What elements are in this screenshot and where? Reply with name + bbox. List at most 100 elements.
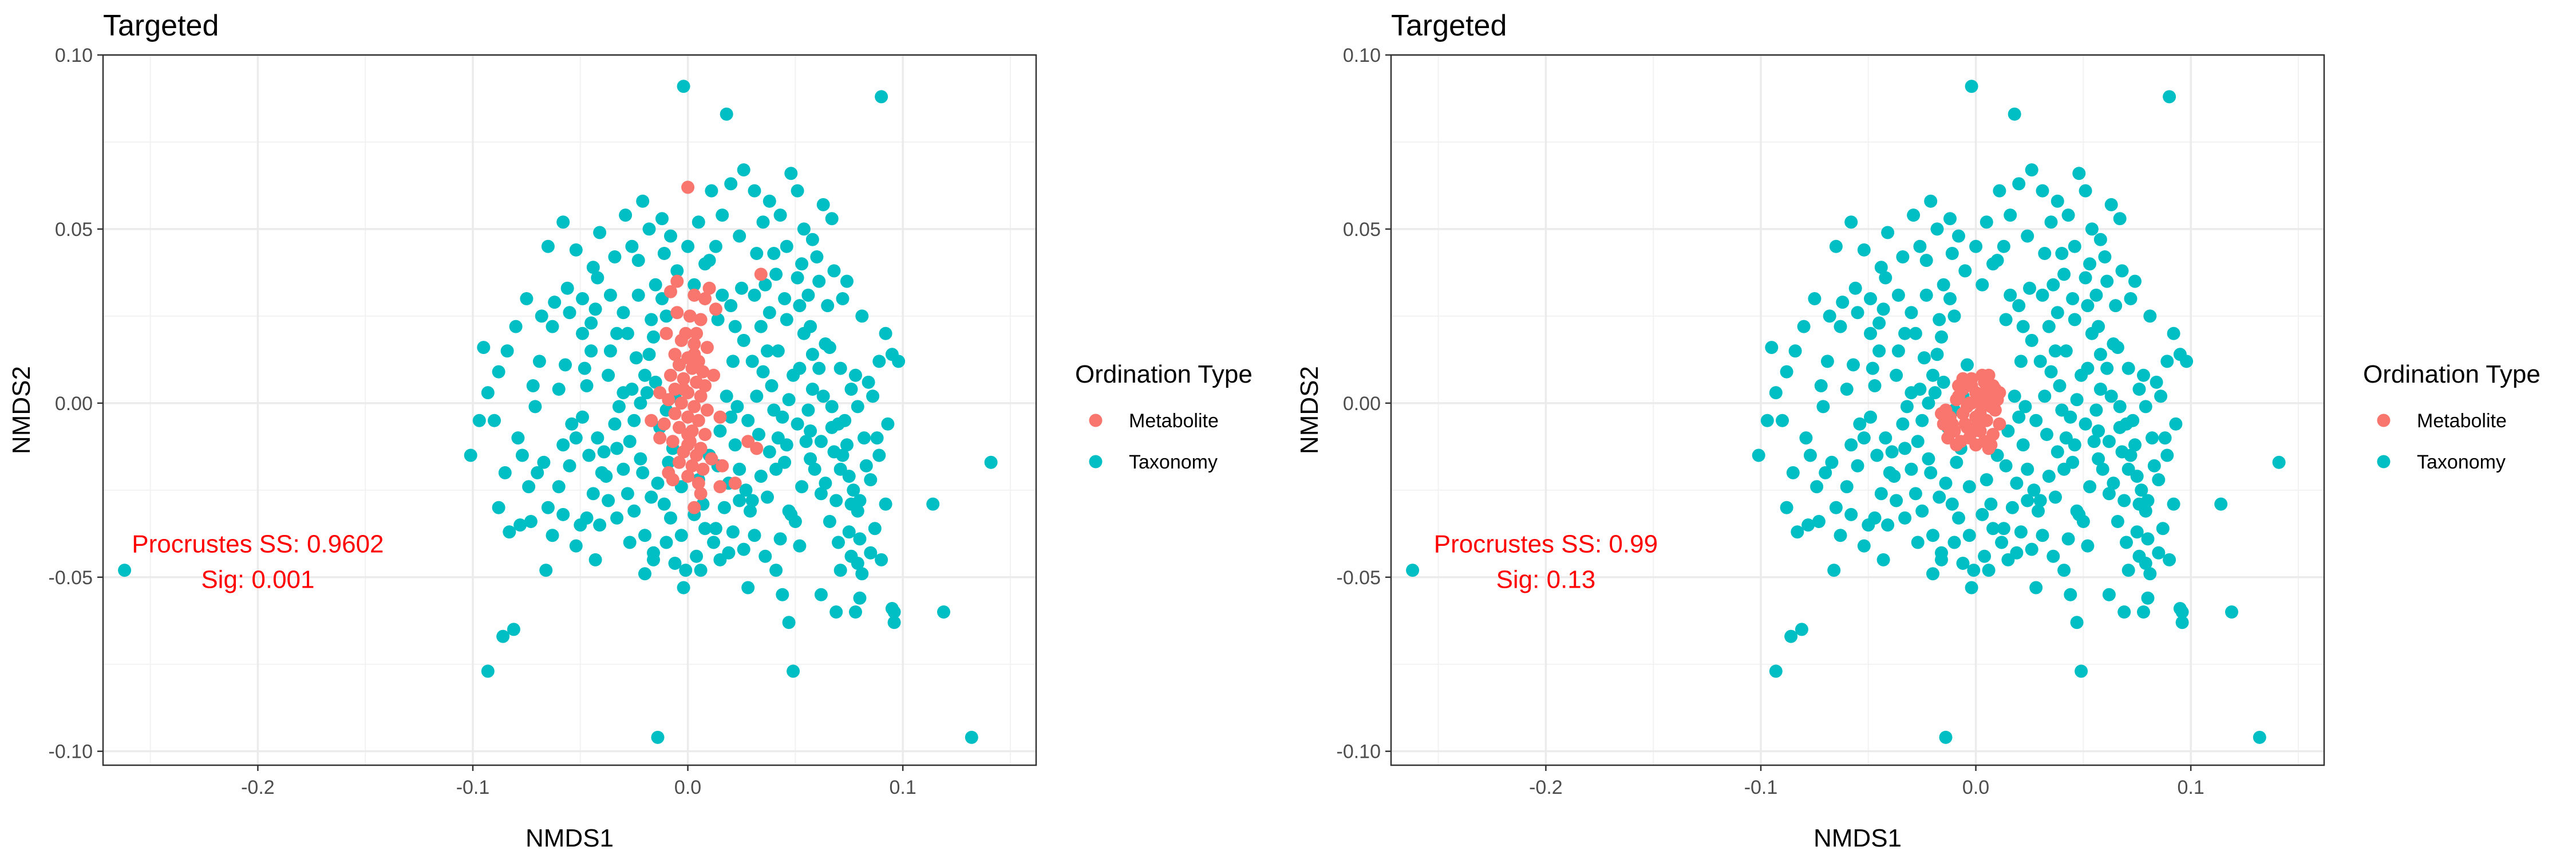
taxonomy-point xyxy=(791,417,804,431)
taxonomy-point xyxy=(1872,316,1886,330)
taxonomy-point xyxy=(2070,616,2084,629)
taxonomy-point xyxy=(1965,80,1978,93)
metabolite-point xyxy=(690,326,704,340)
taxonomy-point xyxy=(2104,389,2118,403)
taxonomy-point xyxy=(713,424,727,438)
taxonomy-point xyxy=(657,247,671,260)
taxonomy-point xyxy=(788,515,802,528)
taxonomy-point xyxy=(879,497,892,511)
taxonomy-point xyxy=(2029,581,2043,595)
taxonomy-point xyxy=(804,320,817,333)
taxonomy-point xyxy=(752,428,765,441)
taxonomy-point xyxy=(1857,539,1871,553)
metabolite-point xyxy=(705,452,718,466)
taxonomy-point xyxy=(528,400,542,414)
taxonomy-point xyxy=(593,226,607,239)
taxonomy-point xyxy=(2018,400,2032,414)
taxonomy-point xyxy=(744,504,757,518)
taxonomy-point xyxy=(664,229,677,243)
taxonomy-point xyxy=(984,455,998,469)
taxonomy-point xyxy=(1937,278,1950,292)
taxonomy-point xyxy=(2146,431,2159,445)
taxonomy-point xyxy=(2044,215,2058,229)
taxonomy-point xyxy=(849,605,862,619)
taxonomy-point xyxy=(1922,452,1935,466)
taxonomy-point xyxy=(1922,396,1935,410)
taxonomy-point xyxy=(879,326,892,340)
taxonomy-point xyxy=(2008,389,2021,403)
taxonomy-point xyxy=(1913,383,1927,396)
taxonomy-point xyxy=(679,564,693,577)
taxonomy-point xyxy=(2057,267,2071,281)
taxonomy-point xyxy=(492,501,505,514)
taxonomy-point xyxy=(926,497,940,511)
taxonomy-point xyxy=(778,292,792,305)
taxonomy-point xyxy=(1891,288,1905,302)
taxonomy-point xyxy=(1879,431,1893,445)
metabolite-point xyxy=(1952,389,1965,403)
taxonomy-point xyxy=(833,361,847,375)
taxonomy-point xyxy=(847,483,860,497)
taxonomy-point xyxy=(2128,438,2142,452)
taxonomy-point xyxy=(619,208,633,222)
taxonomy-point xyxy=(1844,507,1858,521)
taxonomy-point xyxy=(2109,299,2123,313)
taxonomy-point xyxy=(1866,361,1879,375)
taxonomy-point xyxy=(2029,414,2043,427)
taxonomy-point xyxy=(733,462,746,476)
taxonomy-point xyxy=(1924,466,1938,479)
metabolite-point xyxy=(688,337,701,351)
taxonomy-point xyxy=(872,448,886,462)
taxonomy-point xyxy=(1933,313,1946,326)
x-tick-label: -0.1 xyxy=(1744,777,1778,798)
taxonomy-point xyxy=(2098,250,2112,263)
taxonomy-point xyxy=(586,261,600,274)
y-tick-label: 0.00 xyxy=(55,393,93,415)
taxonomy-point xyxy=(2120,536,2133,549)
taxonomy-point xyxy=(1752,448,1765,462)
y-tick-label: -0.10 xyxy=(49,741,93,763)
taxonomy-point xyxy=(560,281,574,295)
taxonomy-point xyxy=(1896,250,1910,263)
taxonomy-point xyxy=(2102,588,2116,601)
taxonomy-point xyxy=(875,553,888,566)
metabolite-point xyxy=(685,459,699,473)
taxonomy-point xyxy=(1795,623,1808,636)
taxonomy-point xyxy=(2042,320,2056,333)
taxonomy-point xyxy=(532,355,546,368)
taxonomy-point xyxy=(1784,629,1798,643)
taxonomy-point xyxy=(522,480,536,494)
taxonomy-point xyxy=(2049,490,2062,504)
taxonomy-point xyxy=(787,664,800,678)
taxonomy-point xyxy=(509,320,523,333)
taxonomy-point xyxy=(1819,466,1832,479)
taxonomy-point xyxy=(825,420,839,434)
metabolite-point xyxy=(702,281,716,295)
taxonomy-point xyxy=(762,194,776,208)
taxonomy-point xyxy=(795,480,809,494)
metabolite-point xyxy=(754,267,768,281)
taxonomy-point xyxy=(805,233,819,246)
taxonomy-point xyxy=(2079,271,2092,285)
chart-title: Targeted xyxy=(103,9,219,42)
taxonomy-point xyxy=(1909,326,1922,340)
metabolite-point xyxy=(728,477,742,490)
taxonomy-point xyxy=(1926,529,1939,542)
taxonomy-point xyxy=(602,494,615,507)
taxonomy-point xyxy=(709,239,722,253)
taxonomy-point xyxy=(2042,470,2056,483)
taxonomy-point xyxy=(769,267,783,281)
taxonomy-point xyxy=(2092,424,2105,438)
taxonomy-point xyxy=(784,167,798,180)
taxonomy-point xyxy=(2107,477,2120,490)
taxonomy-point xyxy=(2010,477,2024,490)
taxonomy-point xyxy=(885,602,899,615)
taxonomy-point xyxy=(814,588,828,601)
taxonomy-point xyxy=(844,497,858,511)
taxonomy-point xyxy=(2093,233,2107,246)
taxonomy-point xyxy=(851,400,864,414)
taxonomy-point xyxy=(668,557,682,570)
taxonomy-legend-label: Taxonomy xyxy=(1129,451,1218,473)
taxonomy-point xyxy=(1890,494,1903,507)
taxonomy-point xyxy=(821,299,835,313)
